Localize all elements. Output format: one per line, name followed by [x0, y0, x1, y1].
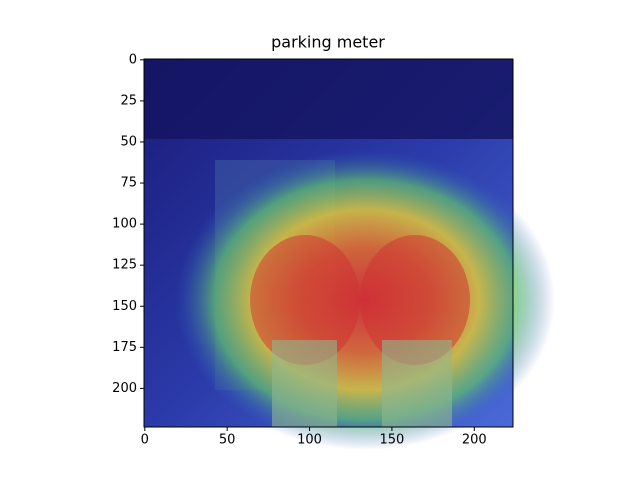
axes-frame [143, 58, 514, 428]
y-tick-label: 175 [112, 340, 137, 355]
heatmap-core [360, 235, 470, 365]
y-tick-label: 200 [112, 381, 137, 396]
awning [144, 59, 513, 139]
y-tick-label: 50 [120, 134, 137, 149]
chart-title: parking meter [271, 33, 385, 52]
x-tick-label: 0 [141, 433, 149, 448]
y-tick-label: 100 [112, 217, 137, 232]
x-tick-label: 100 [297, 433, 322, 448]
x-tick-label: 200 [462, 433, 487, 448]
x-tick-label: 150 [380, 433, 405, 448]
y-tick-label: 150 [112, 299, 137, 314]
meter-post [382, 340, 452, 427]
x-tick-label: 50 [219, 433, 236, 448]
y-tick-label: 75 [120, 176, 137, 191]
y-tick-label: 0 [129, 52, 137, 67]
y-tick-label: 125 [112, 258, 137, 273]
image [144, 59, 555, 450]
y-tick-label: 25 [120, 93, 137, 108]
meter-post [272, 340, 337, 427]
heatmap-core [250, 235, 360, 365]
